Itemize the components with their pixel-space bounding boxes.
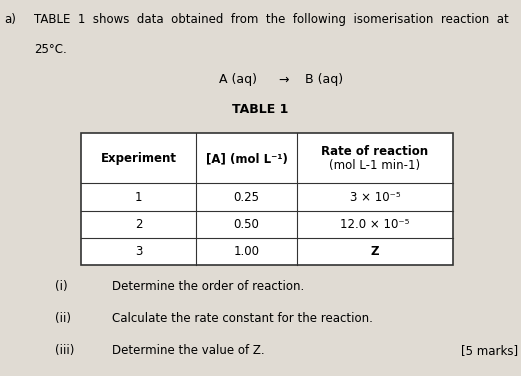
Text: (ii): (ii) xyxy=(55,312,71,325)
Text: Calculate the rate constant for the reaction.: Calculate the rate constant for the reac… xyxy=(112,312,373,325)
Text: 25°C.: 25°C. xyxy=(34,43,67,56)
Text: (iii): (iii) xyxy=(55,344,74,357)
Text: 0.50: 0.50 xyxy=(233,218,259,231)
Bar xyxy=(81,133,453,265)
Text: 3: 3 xyxy=(135,245,142,258)
Text: (i): (i) xyxy=(55,280,67,293)
Text: 12.0 × 10⁻⁵: 12.0 × 10⁻⁵ xyxy=(340,218,410,231)
Text: →: → xyxy=(279,73,289,86)
Text: 1.00: 1.00 xyxy=(233,245,259,258)
Text: 3 × 10⁻⁵: 3 × 10⁻⁵ xyxy=(350,191,400,203)
Text: 0.25: 0.25 xyxy=(233,191,259,203)
Text: TABLE 1: TABLE 1 xyxy=(232,103,289,117)
Text: Z: Z xyxy=(371,245,379,258)
Text: a): a) xyxy=(4,13,16,26)
Text: Determine the order of reaction.: Determine the order of reaction. xyxy=(112,280,304,293)
Text: B (aq): B (aq) xyxy=(305,73,343,86)
Text: [A] (mol L⁻¹): [A] (mol L⁻¹) xyxy=(206,152,288,165)
Text: 1: 1 xyxy=(135,191,142,203)
Text: TABLE  1  shows  data  obtained  from  the  following  isomerisation  reaction  : TABLE 1 shows data obtained from the fol… xyxy=(34,13,508,26)
Text: (mol L-1 min-1): (mol L-1 min-1) xyxy=(329,159,420,172)
Text: A (aq): A (aq) xyxy=(219,73,257,86)
Text: Rate of reaction: Rate of reaction xyxy=(321,145,429,158)
Text: Experiment: Experiment xyxy=(101,152,177,165)
Text: 2: 2 xyxy=(135,218,142,231)
Text: Determine the value of Z.: Determine the value of Z. xyxy=(112,344,265,357)
Text: [5 marks]: [5 marks] xyxy=(461,344,518,357)
